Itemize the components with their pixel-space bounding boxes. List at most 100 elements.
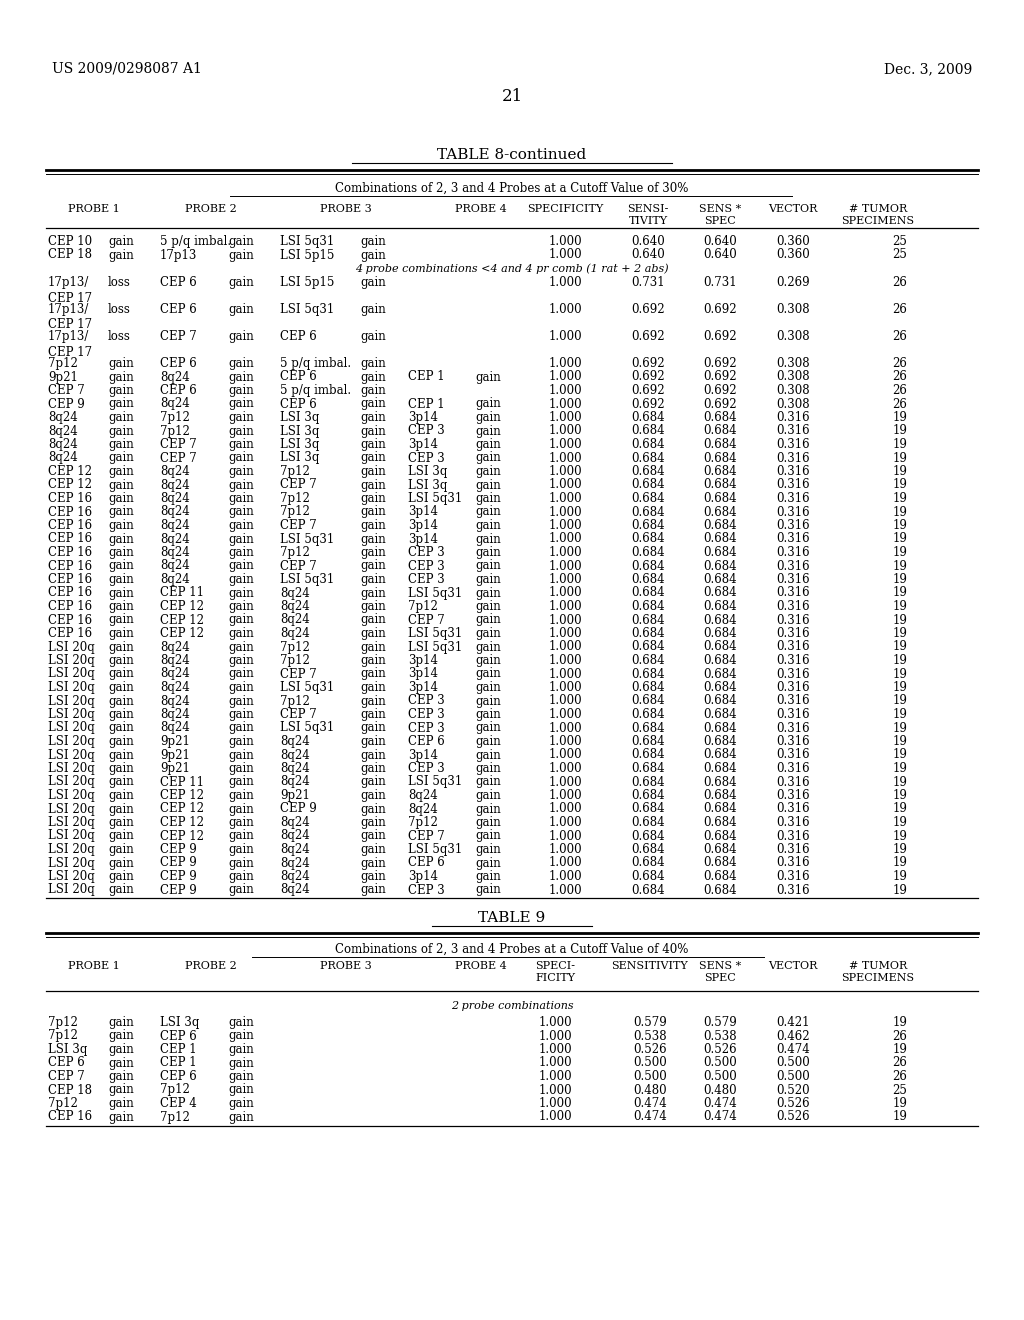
Text: gain: gain (360, 519, 386, 532)
Text: CEP 6: CEP 6 (160, 276, 197, 289)
Text: 7p12: 7p12 (48, 1016, 78, 1030)
Text: LSI 3q: LSI 3q (408, 465, 447, 478)
Text: 0.474: 0.474 (703, 1097, 737, 1110)
Text: 17p13/
CEP 17: 17p13/ CEP 17 (48, 304, 92, 331)
Text: 26: 26 (893, 330, 907, 343)
Text: gain: gain (108, 586, 134, 599)
Text: LSI 20q: LSI 20q (48, 829, 95, 842)
Text: 9p21: 9p21 (160, 735, 189, 748)
Text: gain: gain (228, 330, 254, 343)
Text: 0.684: 0.684 (631, 803, 665, 816)
Text: 3p14: 3p14 (408, 532, 438, 545)
Text: gain: gain (360, 546, 386, 558)
Text: 1.000: 1.000 (548, 371, 582, 384)
Text: 0.692: 0.692 (631, 304, 665, 315)
Text: gain: gain (228, 883, 254, 896)
Text: 3p14: 3p14 (408, 519, 438, 532)
Text: 0.684: 0.684 (631, 601, 665, 612)
Text: CEP 7: CEP 7 (280, 519, 316, 532)
Text: 1.000: 1.000 (548, 573, 582, 586)
Text: 19: 19 (893, 479, 907, 491)
Text: PROBE 1: PROBE 1 (68, 961, 120, 972)
Text: 0.360: 0.360 (776, 235, 810, 248)
Text: 0.500: 0.500 (776, 1071, 810, 1082)
Text: SPECIFICITY: SPECIFICITY (527, 205, 603, 214)
Text: gain: gain (360, 276, 386, 289)
Text: gain: gain (108, 1071, 134, 1082)
Text: CEP 18: CEP 18 (48, 1084, 92, 1097)
Text: 19: 19 (893, 816, 907, 829)
Text: gain: gain (228, 601, 254, 612)
Text: LSI 3q: LSI 3q (160, 1016, 200, 1030)
Text: 1.000: 1.000 (548, 640, 582, 653)
Text: 0.684: 0.684 (631, 668, 665, 681)
Text: 0.684: 0.684 (703, 586, 737, 599)
Text: 19: 19 (893, 411, 907, 424)
Text: gain: gain (228, 870, 254, 883)
Text: 1.000: 1.000 (548, 479, 582, 491)
Text: 1.000: 1.000 (548, 532, 582, 545)
Text: 0.684: 0.684 (631, 653, 665, 667)
Text: gain: gain (228, 371, 254, 384)
Text: 1.000: 1.000 (548, 803, 582, 816)
Text: 0.316: 0.316 (776, 411, 810, 424)
Text: LSI 5q31: LSI 5q31 (280, 304, 334, 315)
Text: gain: gain (108, 1056, 134, 1069)
Text: 0.692: 0.692 (631, 330, 665, 343)
Text: 0.684: 0.684 (631, 532, 665, 545)
Text: gain: gain (475, 532, 501, 545)
Text: gain: gain (108, 870, 134, 883)
Text: gain: gain (360, 857, 386, 870)
Text: CEP 7: CEP 7 (280, 668, 316, 681)
Text: gain: gain (228, 857, 254, 870)
Text: 0.308: 0.308 (776, 397, 810, 411)
Text: gain: gain (108, 573, 134, 586)
Text: 8q24: 8q24 (280, 857, 309, 870)
Text: 0.684: 0.684 (703, 519, 737, 532)
Text: gain: gain (360, 371, 386, 384)
Text: LSI 3q: LSI 3q (280, 425, 319, 437)
Text: 19: 19 (893, 546, 907, 558)
Text: 0.684: 0.684 (703, 492, 737, 506)
Text: gain: gain (360, 248, 386, 261)
Text: LSI 3q: LSI 3q (280, 451, 319, 465)
Text: PROBE 4: PROBE 4 (455, 961, 507, 972)
Text: gain: gain (228, 614, 254, 627)
Text: 0.684: 0.684 (631, 776, 665, 788)
Text: gain: gain (228, 1016, 254, 1030)
Text: 19: 19 (893, 1016, 907, 1030)
Text: gain: gain (360, 776, 386, 788)
Text: 9p21: 9p21 (160, 762, 189, 775)
Text: gain: gain (108, 371, 134, 384)
Text: 3p14: 3p14 (408, 653, 438, 667)
Text: 19: 19 (893, 425, 907, 437)
Text: 0.684: 0.684 (703, 573, 737, 586)
Text: LSI 5q31: LSI 5q31 (408, 776, 462, 788)
Text: 1.000: 1.000 (539, 1030, 571, 1043)
Text: CEP 16: CEP 16 (48, 614, 92, 627)
Text: 4 probe combinations <4 and 4 pr comb (1 rat + 2 abs): 4 probe combinations <4 and 4 pr comb (1… (355, 263, 669, 273)
Text: 19: 19 (893, 653, 907, 667)
Text: 9p21: 9p21 (280, 789, 310, 803)
Text: 1.000: 1.000 (548, 560, 582, 573)
Text: 0.684: 0.684 (631, 465, 665, 478)
Text: 1.000: 1.000 (539, 1084, 571, 1097)
Text: 0.684: 0.684 (631, 681, 665, 694)
Text: 0.316: 0.316 (776, 748, 810, 762)
Text: CEP 16: CEP 16 (48, 546, 92, 558)
Text: 19: 19 (893, 803, 907, 816)
Text: 1.000: 1.000 (548, 614, 582, 627)
Text: gain: gain (228, 356, 254, 370)
Text: CEP 12: CEP 12 (160, 803, 204, 816)
Text: CEP 16: CEP 16 (48, 601, 92, 612)
Text: CEP 3: CEP 3 (408, 546, 444, 558)
Text: gain: gain (108, 1030, 134, 1043)
Text: LSI 5q31: LSI 5q31 (408, 586, 462, 599)
Text: 8q24: 8q24 (408, 789, 437, 803)
Text: LSI 5p15: LSI 5p15 (280, 248, 335, 261)
Text: LSI 20q: LSI 20q (48, 708, 95, 721)
Text: 1.000: 1.000 (548, 627, 582, 640)
Text: 0.692: 0.692 (703, 330, 737, 343)
Text: gain: gain (228, 803, 254, 816)
Text: 0.684: 0.684 (631, 843, 665, 855)
